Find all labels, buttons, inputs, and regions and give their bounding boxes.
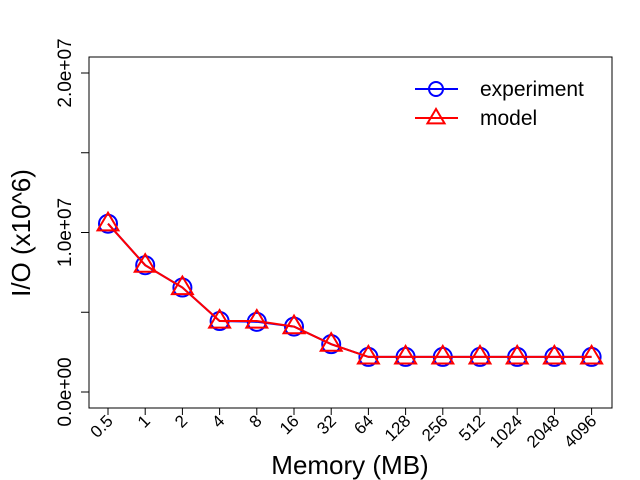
data-point-model [95,210,121,232]
x-tick-label: 2048 [523,411,563,451]
data-point-model [430,343,456,365]
data-point-experiment [284,316,304,337]
data-point-model [207,308,232,329]
x-tick-label: 256 [418,411,451,444]
x-tick-label: 1024 [486,411,526,451]
x-tick-label: 4 [208,411,228,431]
legend-marker-model [425,107,447,125]
legend-label-model: model [480,107,537,130]
data-point-experiment [98,213,118,234]
data-point-experiment [321,334,342,355]
legend-label-experiment: experiment [480,78,584,101]
data-point-model [356,343,381,365]
legend-marker-experiment [428,81,444,97]
data-point-model [244,308,270,329]
x-tick-label: 64 [350,411,377,438]
data-point-experiment [135,255,156,276]
data-point-model [504,343,530,365]
y-tick-label: 1.0e+07 [55,198,76,267]
data-point-model [467,343,493,365]
series-layer [95,210,604,367]
series-line-model [107,223,592,358]
data-point-model [281,313,307,335]
y-tick-label: 2.0e+07 [55,38,76,107]
data-point-model [170,274,195,296]
data-point-experiment [172,277,193,298]
data-point-model [132,252,158,273]
data-point-model [542,343,567,365]
x-tick-label: 2 [171,411,191,431]
x-axis-label: Memory (MB) [271,450,428,480]
x-tick-label: 512 [455,411,488,444]
data-point-model [579,343,604,365]
x-tick-label: 128 [381,411,414,444]
x-tick-label: 0.5 [87,411,117,441]
x-tick-label: 1 [134,411,154,431]
x-tick-label: 8 [245,411,265,431]
x-tick-label: 16 [276,411,303,438]
series-model [95,210,604,365]
x-tick-label: 4096 [560,411,600,451]
y-axis-label: I/O (x10^6) [6,169,36,297]
data-point-model [318,331,344,352]
y-axis: 0.0e+00 1.0e+07 2.0e+07 [55,38,90,427]
series-line-experiment [107,223,592,358]
y-tick-label: 0.0e+00 [55,357,76,426]
data-point-model [393,343,418,365]
legend: experiment model [415,78,584,130]
x-tick-label: 32 [313,411,340,438]
